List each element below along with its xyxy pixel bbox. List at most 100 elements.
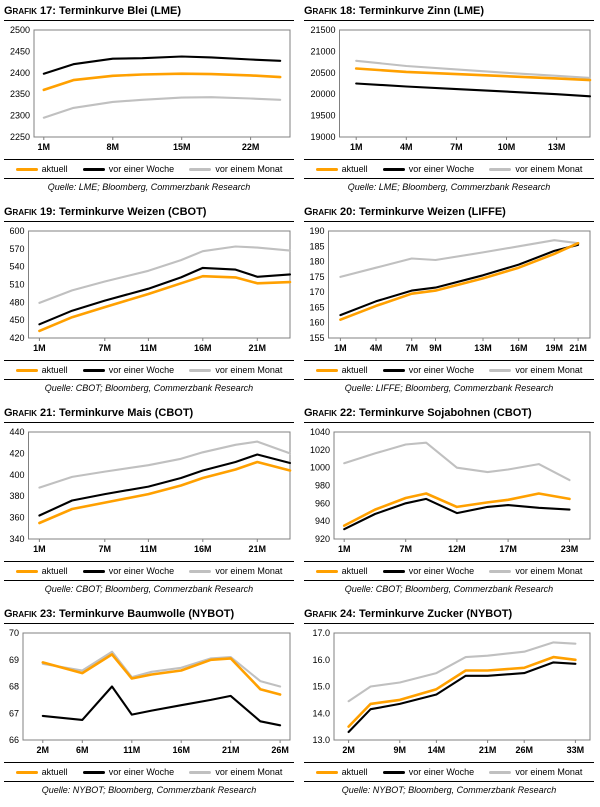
legend-item-1: vor einer Woche — [382, 767, 475, 777]
chart-svg: 2250 2300 2350 2400 2450 2500 1M 8M 15M 22M — [10, 25, 291, 152]
x-tick-label: 9M — [429, 343, 442, 353]
series-line-0 — [42, 72, 282, 92]
legend-swatch — [382, 167, 405, 171]
chart-svg: 420 450 480 510 540 570 600 1M 7M 11M 16M 21M — [9, 226, 292, 353]
x-tick-label: 1M — [33, 343, 46, 353]
y-tick-label: 340 — [9, 534, 24, 544]
series-line-2 — [38, 245, 292, 304]
legend-item-2: vor einem Monat — [189, 767, 282, 777]
legend-divider-bottom — [304, 580, 594, 581]
chart-title: Grafik 24: Terminkurve Zucker (NYBOT) — [304, 608, 594, 621]
legend-item-2: vor einem Monat — [189, 365, 282, 375]
legend-label: vor einer Woche — [408, 566, 475, 576]
legend-swatch — [189, 569, 212, 573]
series-line-2 — [42, 96, 282, 119]
y-tick-label: 420 — [9, 448, 24, 458]
x-tick-label: 13M — [474, 343, 492, 353]
x-tick-label: 14M — [428, 745, 446, 755]
title-divider — [4, 623, 294, 624]
x-tick-label: 7M — [405, 343, 418, 353]
y-tick-label: 570 — [9, 244, 24, 254]
chart-svg: 340 360 380 400 420 440 1M 7M 11M 16M 21M — [9, 427, 292, 554]
chart-name: Terminkurve Zinn (LME) — [358, 5, 485, 17]
y-tick-label: 70 — [9, 628, 19, 638]
legend-item-1: vor einer Woche — [382, 164, 474, 174]
legend-item-0: aktuell — [315, 566, 368, 576]
legend-label: vor einer Woche — [108, 767, 175, 777]
y-tick-label: 21500 — [310, 25, 335, 35]
chart-number-label: Grafik 23: — [4, 608, 56, 620]
chart-name: Terminkurve Zucker (NYBOT) — [358, 608, 513, 620]
y-tick-label: 920 — [315, 534, 330, 544]
legend-label: vor einer Woche — [408, 767, 475, 777]
series-line-2 — [339, 239, 580, 278]
series-line-1 — [355, 82, 592, 98]
y-tick-label: 1020 — [310, 445, 330, 455]
line-chart: 13.0 14.0 15.0 16.0 17.0 2M 9M 14M 21M 26M 33M — [304, 626, 594, 760]
legend-item-0: aktuell — [15, 767, 68, 777]
legend-divider-top — [4, 360, 294, 361]
series-line-1 — [41, 685, 282, 727]
legend-label: vor einem Monat — [215, 767, 283, 777]
x-tick-label: 12M — [448, 544, 466, 554]
chart-name: Terminkurve Blei (LME) — [58, 5, 181, 17]
legend-divider-top — [4, 561, 294, 562]
chart-cell-zucker: Grafik 24: Terminkurve Zucker (NYBOT) 13.… — [300, 605, 600, 806]
x-tick-label: 21M — [222, 745, 240, 755]
legend-label: aktuell — [41, 566, 68, 576]
y-tick-label: 2350 — [10, 89, 30, 99]
chart-svg: 920 940 960 980 1000 1020 1040 1M 7M 12M 17M 23M — [310, 427, 591, 554]
chart-legend: aktuell vor einer Woche vor einem Monat — [4, 162, 294, 176]
chart-name: Terminkurve Weizen (CBOT) — [58, 206, 207, 218]
x-tick-label: 16M — [194, 343, 212, 353]
chart-name: Terminkurve Sojabohnen (CBOT) — [358, 407, 532, 419]
legend-item-2: vor einem Monat — [489, 164, 582, 174]
x-tick-label: 22M — [242, 142, 260, 152]
x-tick-label: 2M — [342, 745, 355, 755]
x-tick-label: 1M — [38, 142, 51, 152]
y-tick-label: 400 — [9, 470, 24, 480]
chart-title: Grafik 20: Terminkurve Weizen (LIFFE) — [304, 206, 594, 219]
source-note: Quelle: CBOT; Bloomberg, Commerzbank Res… — [44, 584, 254, 594]
x-tick-label: 19M — [546, 343, 564, 353]
legend-divider-bottom — [304, 781, 594, 782]
chart-number-label: Grafik 22: — [304, 407, 356, 419]
chart-legend: aktuell vor einer Woche vor einem Monat — [304, 162, 594, 176]
chart-legend: aktuell vor einer Woche vor einem Monat — [4, 363, 294, 377]
x-tick-label: 1M — [33, 544, 46, 554]
legend-label: aktuell — [341, 164, 368, 174]
legend-label: vor einem Monat — [215, 566, 283, 576]
chart-title: Grafik 21: Terminkurve Mais (CBOT) — [4, 407, 294, 420]
y-tick-label: 68 — [9, 682, 19, 692]
x-tick-label: 6M — [76, 745, 89, 755]
y-tick-label: 2300 — [10, 111, 30, 121]
chart-legend: aktuell vor einer Woche vor einem Monat — [4, 765, 294, 779]
chart-title: Grafik 18: Terminkurve Zinn (LME) — [304, 5, 594, 18]
y-tick-label: 2450 — [10, 46, 30, 56]
chart-name: Terminkurve Weizen (LIFFE) — [358, 206, 506, 218]
series-line-2 — [343, 441, 571, 482]
x-tick-label: 1M — [334, 343, 347, 353]
legend-item-0: aktuell — [315, 365, 368, 375]
line-chart: 66 67 68 69 70 2M 6M 11M 16M 21M 26M — [4, 626, 294, 760]
legend-divider-top — [304, 159, 594, 160]
legend-label: aktuell — [341, 566, 368, 576]
y-tick-label: 480 — [9, 297, 24, 307]
legend-swatch — [189, 167, 212, 171]
series-line-1 — [42, 55, 282, 75]
series-line-0 — [354, 67, 592, 82]
chart-cell-sojabohnen: Grafik 22: Terminkurve Sojabohnen (CBOT) … — [300, 404, 600, 605]
y-tick-label: 14.0 — [312, 708, 330, 718]
legend-swatch — [382, 569, 405, 573]
legend-item-0: aktuell — [315, 767, 368, 777]
y-tick-label: 16.0 — [312, 655, 330, 665]
x-tick-label: 1M — [338, 544, 351, 554]
y-tick-label: 380 — [9, 491, 24, 501]
x-tick-label: 21M — [249, 343, 267, 353]
x-tick-label: 21M — [569, 343, 587, 353]
y-tick-label: 2500 — [10, 25, 30, 35]
y-tick-label: 20500 — [310, 68, 335, 78]
y-tick-label: 155 — [309, 333, 324, 343]
legend-item-1: vor einer Woche — [82, 365, 174, 375]
chart-cell-weizen-cbot: Grafik 19: Terminkurve Weizen (CBOT) 420 4… — [0, 203, 300, 404]
